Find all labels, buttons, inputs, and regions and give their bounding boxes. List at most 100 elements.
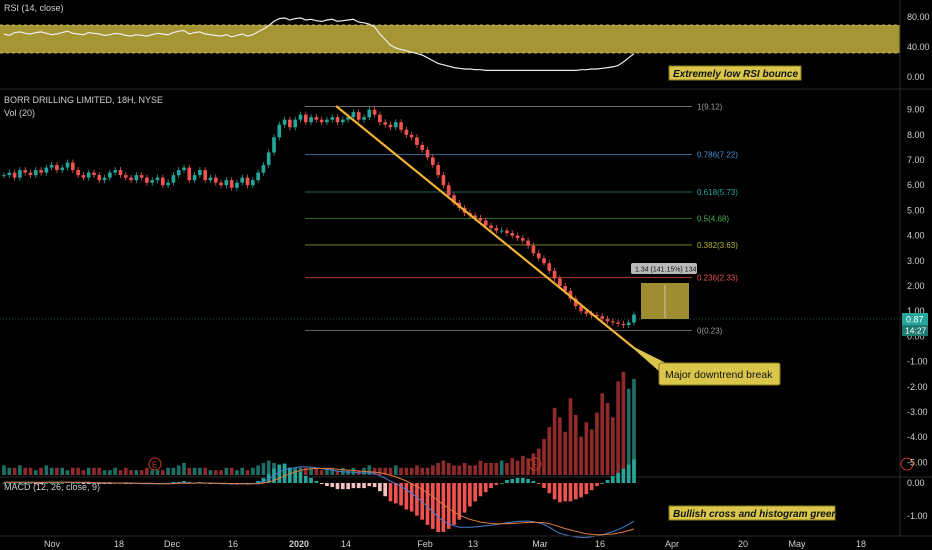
volume-bar-34 (182, 463, 186, 475)
price-scale[interactable]: 80.00 40.00 0.00 9.00 8.00 7.00 6.00 5.00 4.0… (899, 0, 930, 536)
candle-116 (616, 319, 620, 327)
candle-97 (515, 232, 520, 242)
volume-bar-76 (404, 467, 409, 475)
macd-hist-115 (610, 475, 615, 483)
candle-30 (160, 174, 165, 189)
candle-19 (102, 174, 107, 184)
earnings-marker-1-label: E (152, 461, 157, 470)
earnings-marker-2[interactable] (528, 457, 542, 471)
candle-body-39 (208, 177, 213, 181)
volume-bar-70 (372, 467, 377, 475)
macd-hist-0 (2, 483, 6, 484)
candle-body-95 (505, 230, 509, 234)
candle-98 (520, 235, 525, 244)
time-label-12: May (788, 539, 806, 549)
time-scale[interactable]: Nov 18 Dec 16 2020 14 Feb 13 Mar 16 Apr 20 May 18 (0, 535, 932, 549)
candle-36 (192, 172, 197, 184)
candle-body-25 (134, 175, 139, 181)
macd-hist-76 (404, 483, 409, 510)
candle-118 (626, 319, 631, 329)
volume-bar-99 (526, 458, 530, 475)
macd-hist-86 (457, 483, 462, 520)
candle-body-74 (393, 122, 398, 128)
time-label-7: 13 (468, 539, 478, 549)
time-label-0: Nov (44, 539, 61, 549)
candle-body-44 (235, 182, 239, 188)
candle-body-15 (81, 175, 86, 178)
volume-bar-117 (621, 371, 626, 475)
volume-bar-89 (473, 465, 478, 475)
earnings-marker-2-label: E (532, 461, 537, 470)
earnings-marker-3[interactable] (900, 457, 914, 471)
candle-81 (430, 154, 435, 169)
candle-63 (335, 114, 340, 126)
price-tick-7: 2.00 (907, 281, 925, 291)
volume-bar-35 (187, 467, 192, 475)
macd-hist-4 (23, 483, 28, 484)
macd-hist-14 (76, 483, 80, 484)
volume-bar-101 (536, 448, 541, 475)
candle-33 (176, 167, 181, 179)
candle-78 (415, 134, 419, 148)
candle-body-59 (314, 117, 319, 120)
candle-body-0 (2, 175, 6, 177)
volume-bar-31 (166, 467, 170, 475)
candle-99 (526, 237, 530, 249)
candle-body-3 (18, 170, 22, 178)
volume-bar-27 (145, 467, 149, 475)
macd-hist-87 (462, 483, 467, 513)
macd-hist-64 (340, 483, 345, 490)
macd-hist-78 (415, 483, 419, 516)
candle-body-68 (362, 117, 366, 120)
candle-body-5 (28, 172, 33, 176)
volume-bar-98 (520, 455, 525, 475)
measure-label: 1.34 (141.15%) 134 (635, 267, 697, 274)
candle-body-53 (282, 119, 287, 125)
macd-hist-110 (584, 483, 589, 495)
candle-2 (12, 169, 17, 181)
candle-42 (224, 177, 229, 189)
macd-hist-62 (330, 483, 335, 488)
volume-bar-32 (171, 467, 176, 475)
macd-hist-66 (351, 483, 356, 489)
candle-32 (171, 172, 176, 186)
rsi-pane: RSI (14, close) Extremely low RSI bounce (0, 3, 900, 81)
candle-body-77 (409, 134, 414, 138)
volume-bar-49 (261, 463, 266, 475)
candle-body-1 (7, 172, 12, 176)
candle-74 (393, 119, 398, 131)
rsi-title: RSI (14, close) (4, 3, 64, 13)
macd-hist-104 (552, 483, 557, 500)
candle-body-40 (213, 177, 218, 183)
candle-body-20 (108, 172, 112, 178)
macd-hist-5 (28, 483, 33, 484)
candle-body-112 (595, 314, 599, 317)
candle-body-71 (378, 114, 382, 123)
candle-107 (568, 288, 573, 302)
candle-body-108 (573, 298, 578, 307)
countdown-badge (902, 325, 928, 336)
candle-body-82 (436, 165, 440, 176)
candle-body-90 (478, 217, 483, 221)
candle-body-93 (494, 228, 499, 231)
macd-hist-9 (49, 483, 54, 484)
fib-label-5: 0.236(2.33) (697, 274, 738, 283)
candle-1 (7, 169, 12, 179)
macd-hist-1 (7, 483, 12, 484)
price-tick-8: 1.00 (907, 306, 925, 316)
volume-bar-113 (600, 393, 605, 475)
candle-52 (277, 121, 282, 141)
volume-bar-90 (478, 460, 483, 475)
earnings-marker-1[interactable] (148, 457, 162, 471)
candle-46 (245, 174, 250, 189)
candle-3 (18, 167, 22, 181)
macd-hist-35 (187, 481, 192, 483)
volume-bar-56 (298, 467, 303, 475)
price-tick-11: -2.00 (907, 382, 928, 392)
macd-hist-58 (309, 477, 313, 483)
break-note-box (658, 362, 781, 386)
price-tick-5: 4.00 (907, 231, 925, 241)
candle-15 (81, 172, 86, 181)
candle-body-115 (610, 321, 615, 323)
candle-body-78 (415, 137, 419, 145)
